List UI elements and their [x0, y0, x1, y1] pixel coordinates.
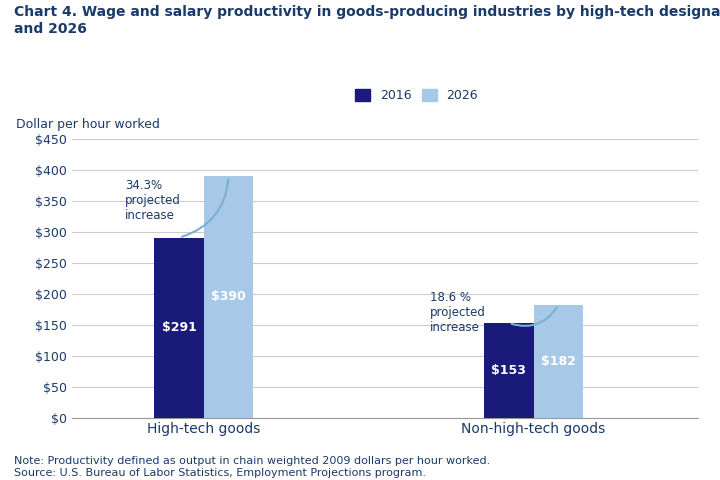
Bar	[154, 238, 204, 418]
Bar	[484, 323, 534, 418]
Bar	[204, 176, 253, 418]
Bar	[534, 305, 583, 418]
Text: $182: $182	[541, 355, 576, 368]
Text: 34.3%
projected
increase: 34.3% projected increase	[125, 179, 181, 222]
Text: Dollar per hour worked: Dollar per hour worked	[16, 118, 160, 131]
Text: 18.6 %
projected
increase: 18.6 % projected increase	[430, 290, 485, 334]
Legend: 2016, 2026: 2016, 2026	[350, 84, 483, 107]
Text: Chart 4. Wage and salary productivity in goods-producing industries by high-tech: Chart 4. Wage and salary productivity in…	[14, 5, 720, 19]
Text: $291: $291	[162, 321, 197, 334]
Text: $390: $390	[211, 290, 246, 303]
Text: and 2026: and 2026	[14, 22, 87, 36]
Text: $153: $153	[491, 364, 526, 377]
Text: Note: Productivity defined as output in chain weighted 2009 dollars per hour wor: Note: Productivity defined as output in …	[14, 456, 490, 478]
